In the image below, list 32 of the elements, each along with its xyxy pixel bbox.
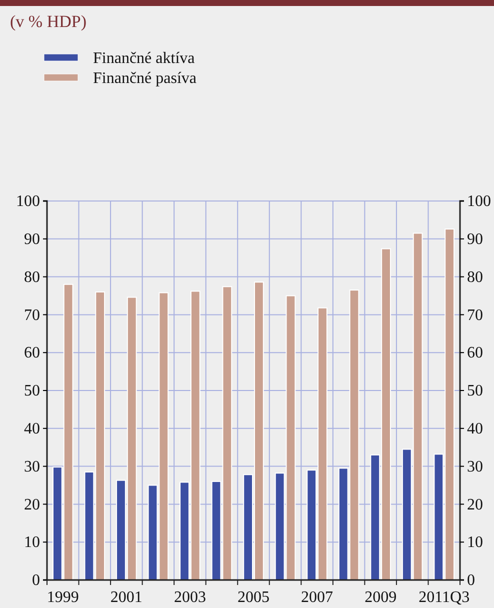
y2-tick-label: 100 [467,193,491,210]
y2-tick-label: 0 [467,572,475,590]
y-tick-label: 0 [32,572,40,590]
x-tick-label: 2001 [110,589,142,606]
y2-tick-label: 70 [467,306,483,324]
legend-label: Finančné aktíva [93,50,195,67]
y-tick-label: 100 [16,193,40,210]
y-tick-label: 30 [24,458,40,476]
x-tick-label: 2007 [301,589,334,606]
x-tick-label: 2011Q3 [418,589,470,606]
y-tick-label: 20 [24,496,40,514]
y2-tick-label: 90 [467,231,483,248]
y2-tick-label: 40 [467,420,483,438]
y2-tick-label: 80 [467,268,483,286]
y-tick-label: 80 [24,268,40,286]
y-tick-label: 40 [24,420,40,438]
y2-tick-label: 10 [467,534,483,552]
x-tick-label: 2005 [238,589,270,606]
y2-tick-label: 20 [467,496,483,514]
chart-title: (v % HDP) [10,12,86,31]
y2-tick-label: 60 [467,344,483,362]
y-tick-label: 70 [24,306,40,324]
y2-tick-label: 50 [467,382,483,400]
y2-tick-label: 30 [467,458,483,476]
x-tick-label: 2009 [364,589,397,606]
y-tick-label: 90 [24,231,40,248]
y-tick-label: 10 [24,534,40,552]
x-tick-label: 2003 [174,589,206,606]
y-tick-label: 60 [24,344,40,362]
legend-label: Finančné pasíva [93,70,197,87]
y-tick-label: 50 [24,382,40,400]
x-tick-label: 1999 [46,589,79,606]
